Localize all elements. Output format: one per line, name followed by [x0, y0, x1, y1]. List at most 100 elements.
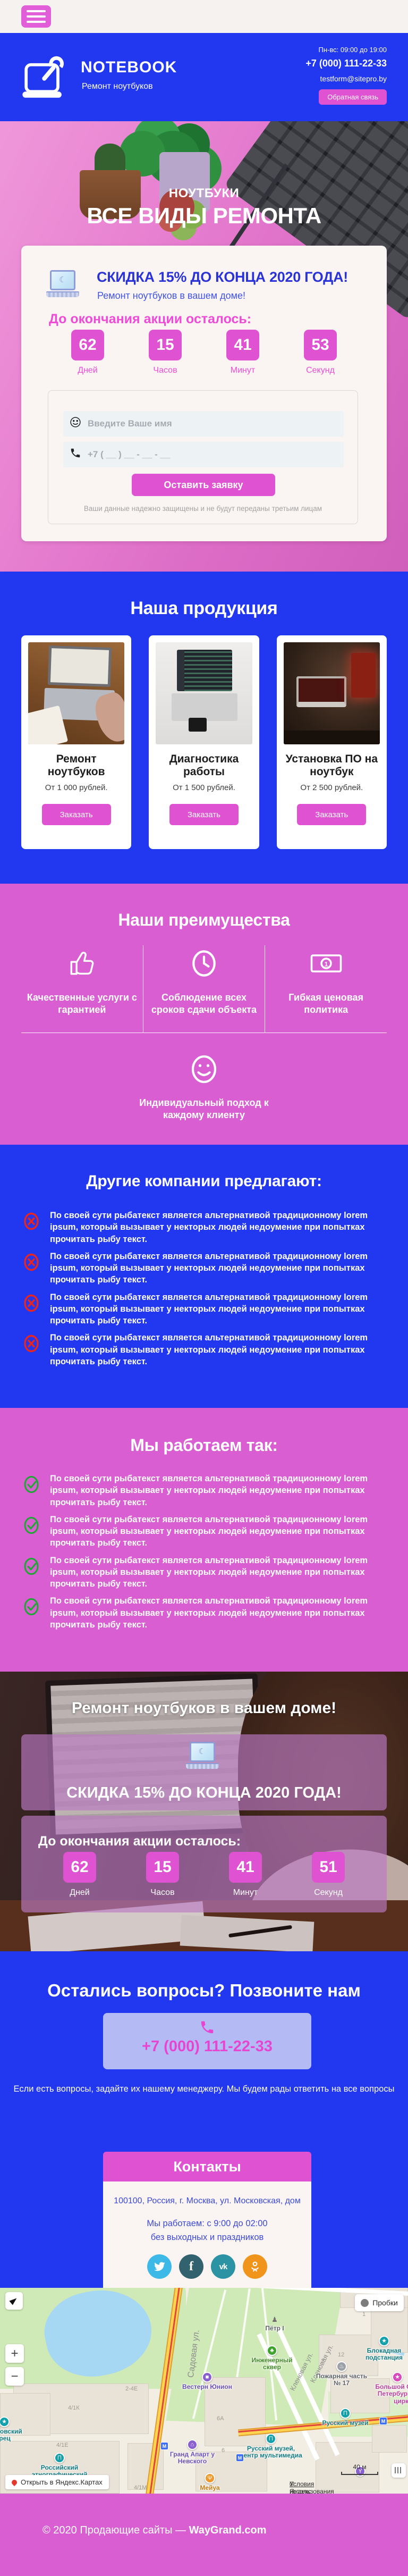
metro-icon: М [160, 2442, 168, 2450]
name-field-wrap [63, 411, 344, 437]
park-tree-icon[interactable]: ♣ [267, 2345, 277, 2356]
brand-tagline: Ремонт ноутбуков [82, 82, 153, 91]
work-item: По своей сути рыбатекст является альтерн… [22, 1514, 386, 1549]
ok-icon[interactable] [243, 2254, 267, 2279]
fire-station-icon[interactable]: ♨ [336, 2361, 347, 2372]
feedback-button[interactable]: Обратная связь [319, 89, 387, 105]
competitor-item: По своей сути рыбатекст является альтерн… [22, 1210, 386, 1245]
circus-icon[interactable]: ★ [392, 2372, 403, 2382]
laptop-wrench-logo-icon [22, 56, 64, 98]
hamburger-icon [27, 10, 46, 12]
green-check-icon [22, 1514, 41, 1539]
map-locate-button[interactable] [5, 2292, 23, 2310]
restaurant-icon[interactable]: Ψ [205, 2473, 215, 2483]
yandex-map[interactable]: Садовая ул. Кленовая ул. Кленовая ул. 4/… [0, 2288, 408, 2494]
cta-phone-number: +7 (000) 111-22-33 [142, 2038, 273, 2055]
social-links: f vk [103, 2254, 311, 2279]
thumb-up-icon [70, 952, 94, 975]
facebook-icon[interactable]: f [179, 2254, 203, 2279]
hero-title: ВСЕ ВИДЫ РЕМОНТА [87, 203, 321, 228]
menu-button[interactable] [21, 5, 51, 28]
cta-section: Ремонт ноутбуков в вашем доме! ☾ СКИДКА … [0, 1672, 408, 1951]
navigation-arrow-icon [9, 2296, 19, 2305]
footer-brand-link[interactable]: WayGrand.com [189, 2524, 267, 2536]
order-button[interactable]: Заказать [297, 804, 367, 826]
star-icon[interactable]: ★ [0, 2416, 10, 2427]
competitor-item: По своей сути рыбатекст является альтерн… [22, 1291, 386, 1327]
phone-input[interactable] [88, 449, 344, 460]
clock-icon [192, 950, 216, 977]
ruler-icon [395, 2467, 403, 2473]
page-footer: © 2020 Продающие сайты — WayGrand.com [0, 2494, 408, 2576]
star-icon[interactable]: ★ [379, 2336, 389, 2346]
product-photo-diagnostics [156, 642, 252, 744]
footer-copyright: © 2020 Продающие сайты — WayGrand.com [42, 2524, 267, 2536]
brand-name: NOTEBOOK [81, 58, 177, 76]
questions-note: Если есть вопросы, задайте их нашему мен… [13, 2084, 395, 2094]
cta-promo-card: ☾ СКИДКА 15% ДО КОНЦА 2020 ГОДА! [21, 1734, 387, 1810]
advantages-title: Наши преимущества [118, 910, 290, 929]
laptop-icon: ☾ [185, 1742, 219, 1769]
twitter-icon[interactable] [147, 2254, 172, 2279]
red-x-icon [22, 1210, 41, 1235]
map-zoom-out-button[interactable]: − [5, 2367, 24, 2386]
svg-text:1: 1 [324, 961, 328, 968]
promo-card: ☾ СКИДКА 15% ДО КОНЦА 2020 ГОДА! Ремонт … [21, 246, 387, 541]
product-card: Диагностика работы От 1 500 рублей. Зака… [149, 635, 259, 849]
vk-icon[interactable]: vk [211, 2254, 235, 2279]
call-phone-card[interactable]: +7 (000) 111-22-33 [103, 2013, 311, 2069]
countdown-days: 62 Дней [49, 330, 126, 375]
open-yandex-maps-button[interactable]: Открыть в Яндекс.Картах [5, 2475, 109, 2489]
work-hours: Пн-вс: 09:00 до 19:00 [318, 46, 387, 54]
countdown-minutes: 41 Минут [204, 330, 282, 375]
countdown-seconds: 53 Секунд [282, 330, 359, 375]
questions-section: Остались вопросы? Позвоните нам +7 (000)… [0, 1951, 408, 2288]
countdown-minutes: 41 Минут [204, 1852, 287, 1898]
submit-button[interactable]: Оставить заявку [132, 474, 275, 496]
work-item: По своей сути рыбатекст является альтерн… [22, 1595, 386, 1631]
museum-icon[interactable]: Π [340, 2408, 351, 2419]
monument-icon: ♟ [271, 2315, 278, 2323]
traffic-button[interactable]: Пробки [355, 2294, 404, 2311]
metro-icon: М [379, 2417, 387, 2425]
museum-icon[interactable]: Π [54, 2453, 65, 2463]
phone-field-wrap [63, 442, 344, 467]
museum-icon[interactable]: Π [266, 2434, 276, 2444]
advantage-item: Качественные услуги с гарантией [21, 945, 143, 1033]
briefcase-icon[interactable]: ■ [202, 2372, 212, 2382]
traffic-light-icon [361, 2298, 369, 2307]
red-x-icon [22, 1291, 41, 1316]
hero-kicker: НОУТБУКИ [168, 186, 240, 200]
questions-title: Остались вопросы? Позвоните нам [47, 1981, 361, 2000]
banknote-icon: 1 [310, 954, 342, 972]
order-button[interactable]: Заказать [169, 804, 239, 826]
map-ruler-button[interactable] [392, 2463, 406, 2478]
contacts-card: Контакты 100100, Россия, г. Москва, ул. … [103, 2152, 311, 2288]
name-input[interactable] [88, 418, 344, 429]
map-terms-link[interactable]: Условия использования [290, 2480, 334, 2494]
map-zoom-in-button[interactable]: + [5, 2344, 24, 2363]
contacts-title: Контакты [103, 2152, 311, 2181]
countdown-hours: 15 Часов [126, 330, 204, 375]
advantage-item: Соблюдение всех сроков сдачи объекта [142, 945, 265, 1033]
countdown: 62 Дней 15 Часов 41 Минут 51 Секунд [38, 1852, 370, 1898]
smiley-icon [63, 415, 88, 432]
phone-icon [63, 447, 88, 462]
contacts-hours-2: без выходных и праздников [150, 2233, 264, 2242]
competitor-item: По своей сути рыбатекст является альтерн… [22, 1251, 386, 1286]
countdown-label: До окончания акции осталось: [49, 312, 252, 326]
header-email[interactable]: testform@sitepro.by [320, 74, 387, 83]
work-item: По своей сути рыбатекст является альтерн… [22, 1555, 386, 1590]
advantages-section: Наши преимущества Качественные услуги с … [0, 884, 408, 1145]
products-section: Наша продукция Ремонт ноутбуков От 1 000… [0, 572, 408, 884]
order-button[interactable]: Заказать [41, 804, 111, 826]
site-header: NOTEBOOK Ремонт ноутбуков Пн-вс: 09:00 д… [0, 33, 408, 121]
contacts-address: 100100, Россия, г. Москва, ул. Московска… [114, 2196, 301, 2205]
map-scale: 40 м [353, 2463, 367, 2471]
lead-form: Оставить заявку Ваши данные надежно защи… [48, 390, 358, 524]
hotel-icon[interactable]: ⌂ [187, 2439, 198, 2450]
smile-icon [191, 1055, 217, 1084]
advantage-item: Индивидуальный подход к каждому клиенту [0, 1052, 408, 1122]
countdown-seconds: 51 Секунд [287, 1852, 370, 1898]
map-pin-icon [10, 2478, 19, 2486]
